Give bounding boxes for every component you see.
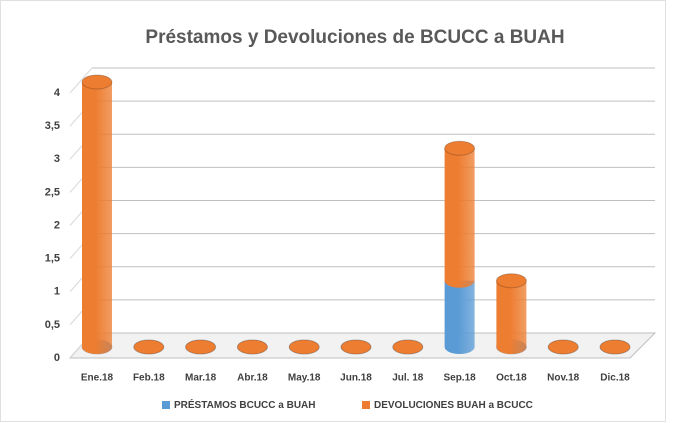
bar-cap bbox=[81, 74, 113, 90]
bar-cap bbox=[340, 339, 372, 355]
x-tick-label: Oct.18 bbox=[496, 373, 527, 384]
y-tick-label: 3 bbox=[54, 153, 60, 165]
x-tick-label: May.18 bbox=[288, 373, 321, 384]
x-tick-label: Mar.18 bbox=[185, 373, 217, 384]
bar-cap bbox=[185, 339, 217, 355]
bar-cap bbox=[133, 339, 165, 355]
legend-swatch bbox=[362, 401, 370, 409]
y-tick-label: 4 bbox=[54, 87, 61, 99]
y-tick-label: 1,5 bbox=[45, 253, 60, 265]
bar-cap bbox=[392, 339, 424, 355]
x-tick-label: Abr.18 bbox=[237, 373, 268, 384]
y-tick-label: 0 bbox=[54, 352, 60, 364]
x-tick-label: Sep.18 bbox=[443, 373, 476, 384]
y-tick-label: 1 bbox=[54, 286, 60, 298]
y-tick-label: 2,5 bbox=[45, 186, 60, 198]
bar bbox=[82, 82, 112, 354]
legend-label: DEVOLUCIONES BUAH a BCUCC bbox=[374, 400, 533, 411]
legend-label: PRÉSTAMOS BCUCC a BUAH bbox=[174, 398, 316, 411]
bar-cap bbox=[444, 140, 476, 156]
y-tick-label: 0,5 bbox=[45, 319, 60, 331]
x-tick-label: Nov.18 bbox=[547, 373, 579, 384]
chart-title: Préstamos y Devoluciones de BCUCC a BUAH bbox=[145, 27, 564, 48]
bar-cap bbox=[547, 339, 579, 355]
bar bbox=[444, 280, 475, 354]
legend-swatch bbox=[162, 401, 170, 409]
y-tick-label: 2 bbox=[54, 219, 60, 231]
x-tick-label: Ene.18 bbox=[81, 373, 114, 384]
x-tick-label: Feb.18 bbox=[133, 373, 165, 384]
x-tick-label: Dic.18 bbox=[600, 373, 630, 384]
bar-cap bbox=[236, 339, 268, 355]
bar-cap bbox=[495, 273, 527, 289]
x-tick-label: Jun.18 bbox=[340, 373, 372, 384]
bar bbox=[496, 280, 527, 354]
grid-line-side bbox=[69, 67, 93, 94]
y-tick-label: 3,5 bbox=[45, 120, 60, 132]
bar-cap bbox=[288, 339, 320, 355]
bar-cap bbox=[599, 339, 631, 355]
x-tick-label: Jul. 18 bbox=[392, 373, 424, 384]
bar bbox=[444, 148, 475, 288]
